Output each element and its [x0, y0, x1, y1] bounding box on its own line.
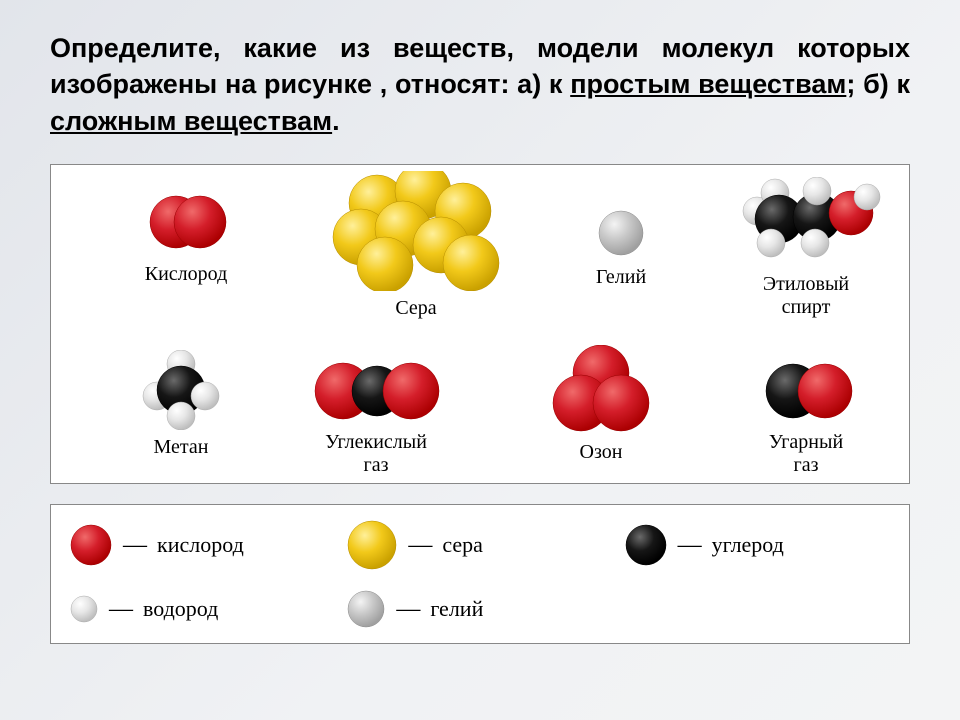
legend-separator: — — [109, 596, 133, 623]
ozone-molecule: Озон — [541, 345, 661, 464]
legend-oxygen-icon — [69, 523, 113, 567]
content-area: Определите, какие из веществ, модели мол… — [0, 0, 960, 644]
methane-molecule-label: Метан — [154, 436, 209, 459]
legend-separator: — — [123, 532, 147, 559]
legend-hydrogen-icon — [69, 594, 99, 624]
question-mid: ; б) к — [846, 69, 910, 99]
sulfur-molecule-label: Сера — [395, 297, 436, 320]
legend-item-helium: — гелий — [346, 589, 613, 629]
legend-oxygen-label: кислород — [157, 532, 244, 558]
co-molecule-svg — [751, 355, 861, 425]
slide-root: Определите, какие из веществ, модели мол… — [0, 0, 960, 720]
question-keyword-simple: простым веществам — [570, 69, 846, 99]
helium-atom-label: Гелий — [596, 266, 646, 289]
legend-panel: — кислород — сера — углерод — — [50, 504, 910, 644]
oxygen-molecule: Кислород — [136, 187, 236, 286]
legend-item-sulfur: — сера — [346, 519, 613, 571]
legend-separator: — — [678, 532, 702, 559]
question-keyword-complex: сложным веществам — [50, 106, 332, 136]
question-suffix: . — [332, 106, 340, 136]
legend-carbon-label: углерод — [712, 532, 784, 558]
co2-molecule-svg — [301, 355, 451, 425]
ethanol-molecule-svg — [731, 177, 881, 267]
legend-carbon-icon — [624, 523, 668, 567]
helium-atom: Гелий — [586, 205, 656, 289]
co-molecule: Угарныйгаз — [751, 355, 861, 477]
molecules-panel: Кислород — [50, 164, 910, 484]
ethanol-molecule: Этиловыйспирт — [731, 177, 881, 319]
methane-molecule-svg — [131, 350, 231, 430]
ozone-molecule-label: Озон — [580, 441, 623, 464]
legend-item-oxygen: — кислород — [69, 519, 336, 571]
legend-sulfur-icon — [346, 519, 398, 571]
legend-separator: — — [408, 532, 432, 559]
oxygen-molecule-label: Кислород — [145, 263, 228, 286]
methane-molecule: Метан — [131, 350, 231, 459]
ethanol-molecule-label: Этиловыйспирт — [763, 273, 849, 319]
legend-separator: — — [396, 596, 420, 623]
legend-helium-icon — [346, 589, 386, 629]
helium-atom-svg — [586, 205, 656, 260]
question-text: Определите, какие из веществ, модели мол… — [50, 30, 910, 139]
co2-molecule-label: Углекислыйгаз — [325, 431, 427, 477]
legend-item-carbon: — углерод — [624, 519, 891, 571]
sulfur-molecule-svg — [331, 171, 501, 291]
legend-item-hydrogen: — водород — [69, 589, 336, 629]
sulfur-molecule: Сера — [331, 171, 501, 320]
legend-sulfur-label: сера — [442, 532, 483, 558]
legend-hydrogen-label: водород — [143, 596, 218, 622]
ozone-molecule-svg — [541, 345, 661, 435]
legend-helium-label: гелий — [430, 596, 483, 622]
co2-molecule: Углекислыйгаз — [301, 355, 451, 477]
oxygen-molecule-svg — [136, 187, 236, 257]
co-molecule-label: Угарныйгаз — [769, 431, 843, 477]
